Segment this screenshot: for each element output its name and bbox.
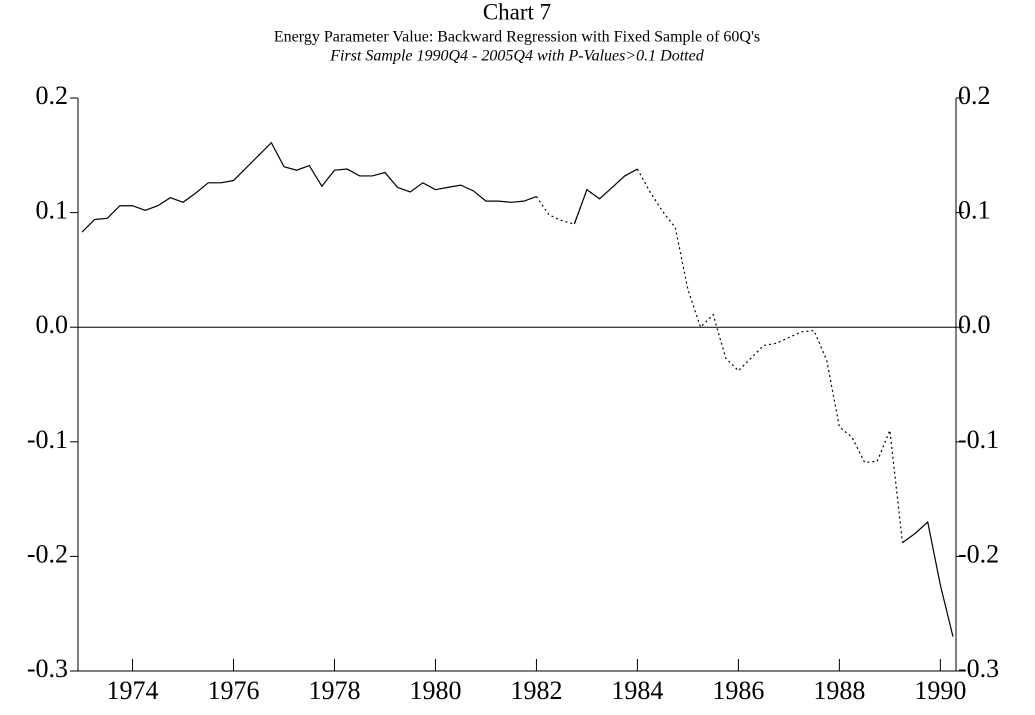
y2-tick-label: 0.1 (958, 196, 991, 225)
chart-subtitle: Energy Parameter Value: Backward Regress… (274, 29, 760, 46)
y2-tick-label: -0.2 (958, 539, 999, 568)
x-tick-label: 1980 (409, 676, 461, 705)
x-tick-label: 1988 (813, 676, 865, 705)
y-tick-label: -0.2 (27, 539, 68, 568)
chart-note: First Sample 1990Q4 - 2005Q4 with P-Valu… (329, 48, 704, 65)
y2-tick-label: -0.3 (958, 654, 999, 683)
series-line (81, 141, 954, 637)
x-tick-label: 1990 (914, 676, 966, 705)
y-tick-label: -0.3 (27, 654, 68, 683)
chart-title: Chart 7 (483, 0, 551, 24)
x-tick-label: 1982 (510, 676, 562, 705)
y2-tick-label: 0.0 (958, 310, 991, 339)
x-tick-label: 1984 (611, 676, 663, 705)
y2-tick-label: 0.2 (958, 81, 991, 110)
x-tick-label: 1976 (208, 676, 260, 705)
x-tick-label: 1978 (308, 676, 360, 705)
series-line (535, 168, 904, 543)
y2-tick-label: -0.1 (958, 425, 999, 454)
y-tick-label: 0.0 (36, 310, 69, 339)
y-tick-label: 0.2 (36, 81, 69, 110)
x-tick-label: 1974 (107, 676, 159, 705)
y-tick-label: -0.1 (27, 425, 68, 454)
y-tick-label: 0.1 (36, 196, 69, 225)
x-tick-label: 1986 (712, 676, 764, 705)
